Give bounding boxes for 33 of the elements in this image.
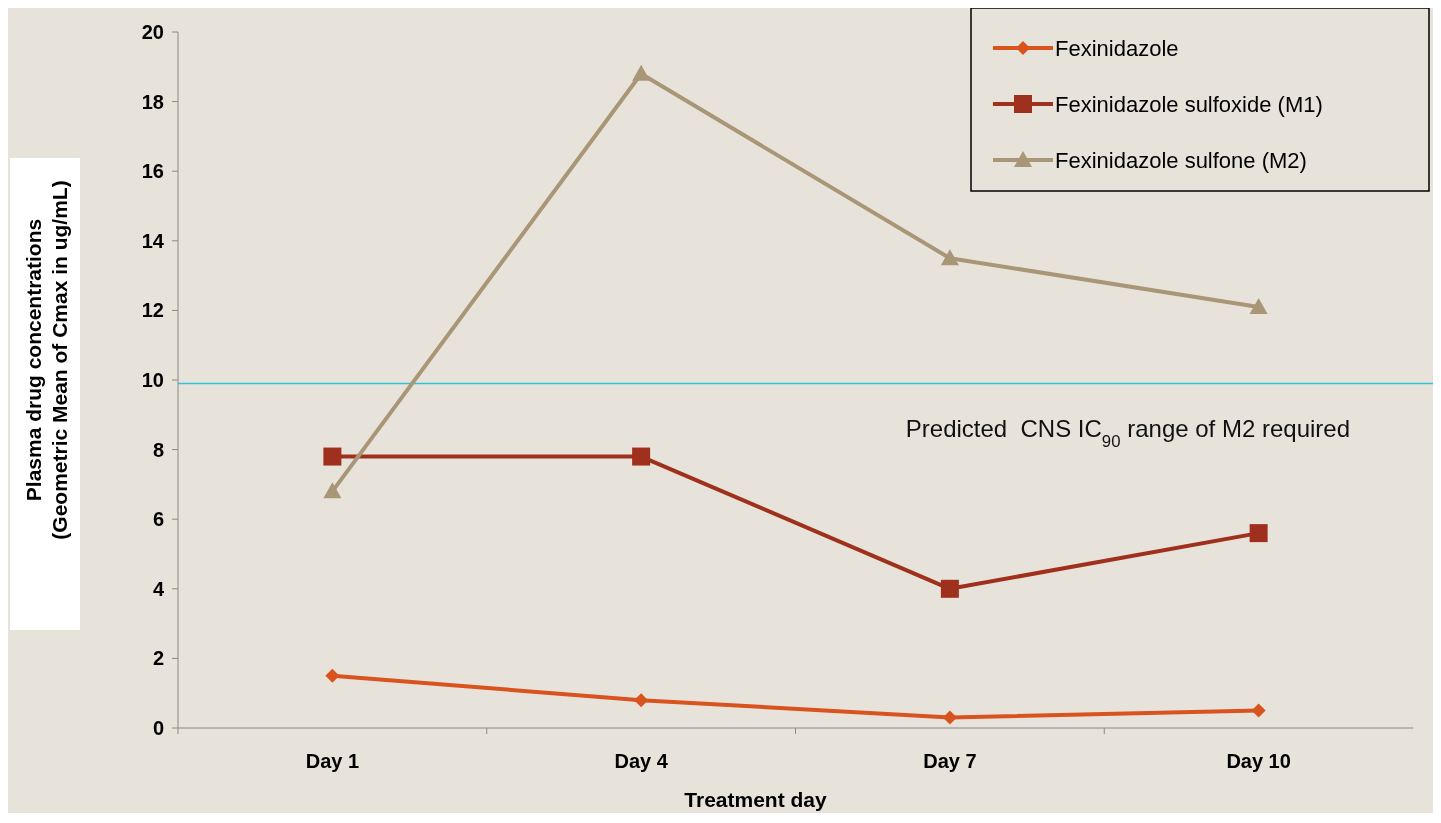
x-tick-label: Day 10 [1226,750,1291,772]
y-tick-label: 0 [152,717,164,739]
y-tick-label: 2 [152,647,164,670]
x-tick-label: Day 4 [614,750,669,772]
point [632,447,651,466]
point [940,249,959,266]
point [1249,297,1268,314]
y-axis-title: Plasma drug concentrations (Geometric Mean of Cmax in ug/mL) [21,180,72,540]
y-tick-label: 6 [152,508,164,531]
y-tick-label: 16 [141,160,164,183]
point [1249,524,1268,543]
x-tick-label: Day 7 [923,750,977,772]
y-tick-label: 8 [152,438,164,461]
point [942,710,957,725]
y-tick-label: 10 [141,369,164,391]
point [323,482,342,499]
point [940,579,959,598]
y-tick-label: 12 [141,299,164,322]
y-tick-label: 14 [141,229,165,252]
y-tick-label: 4 [152,577,165,600]
legend-label: Fexinidazole sulfoxide (M1) [1055,91,1323,117]
x-tick-label: Day 1 [305,750,360,772]
ref-line-label: Predicted CNS IC$_{90}$ range of M2 required [905,415,1350,451]
point [325,668,340,683]
point [632,64,651,81]
legend-label: Fexinidazole [1055,35,1179,61]
x-axis-title: Treatment day [684,788,828,811]
point [323,447,342,466]
point [634,693,649,708]
y-tick-label: 20 [141,21,164,43]
legend-label: Fexinidazole sulfone (M2) [1055,147,1307,173]
y-tick-label: 18 [141,90,164,113]
point [1251,703,1266,718]
